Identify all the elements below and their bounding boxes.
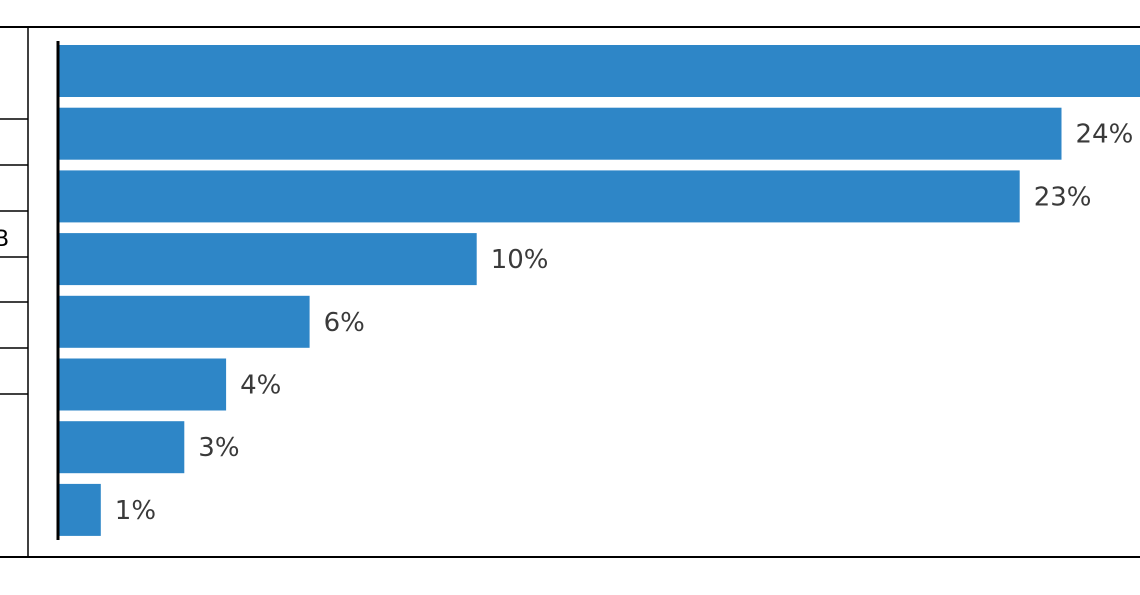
data-label-8: 1% (115, 496, 156, 526)
data-label-7: 3% (198, 433, 239, 463)
bar-8 (59, 483, 101, 536)
data-label-6: 4% (240, 371, 281, 401)
bar-5 (59, 295, 310, 348)
bar-2 (59, 107, 1062, 160)
data-label-3: 23% (1034, 182, 1092, 212)
bar-3 (59, 170, 1020, 223)
bar-4 (59, 233, 477, 286)
table-partial-text: В (0, 227, 9, 252)
bar-1 (59, 45, 1140, 97)
outer-frame: В (0, 26, 1140, 558)
data-label-2: 24% (1076, 120, 1134, 150)
data-label-4: 10% (491, 245, 549, 275)
bar-6 (59, 358, 227, 411)
data-label-5: 6% (324, 308, 365, 338)
data-labels-group: 24% 23% 10% 6% 4% 3% 1% (115, 120, 1133, 526)
bar-7 (59, 421, 185, 474)
bars-group (59, 45, 1140, 536)
